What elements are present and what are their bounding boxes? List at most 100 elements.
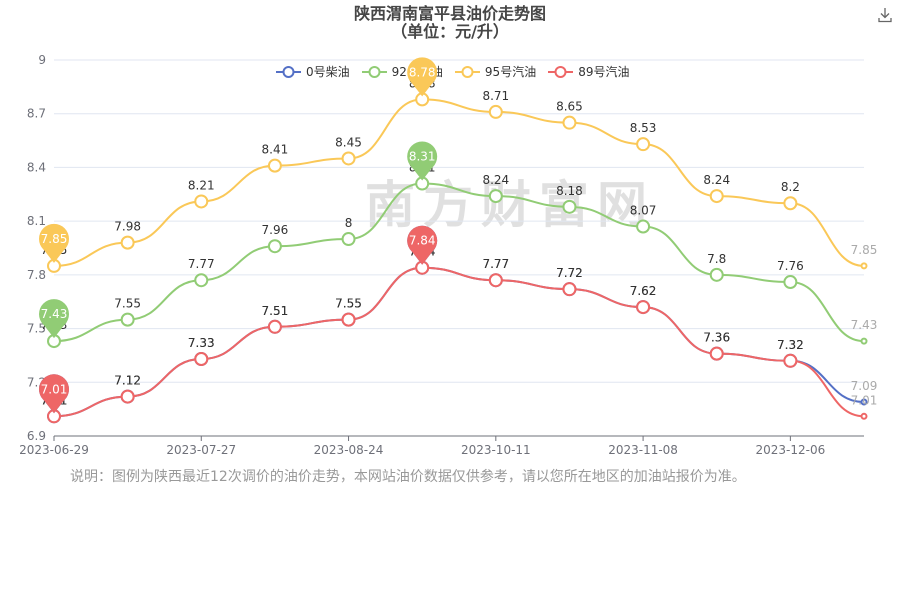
data-point[interactable]: [636, 137, 651, 152]
legend-marker-icon: [361, 65, 387, 78]
data-label: 7.98: [114, 220, 141, 234]
data-label: 7.55: [335, 297, 362, 311]
data-label: 8.07: [630, 204, 657, 218]
data-point[interactable]: [860, 412, 868, 420]
data-point[interactable]: [709, 189, 724, 204]
data-point[interactable]: [267, 158, 282, 173]
legend-marker-icon: [548, 65, 574, 78]
data-label: 7.32: [777, 338, 804, 352]
data-point[interactable]: [488, 189, 503, 204]
data-point[interactable]: [341, 151, 356, 166]
y-tick-label: 6.9: [27, 429, 46, 443]
min-pin: 7.01: [39, 374, 69, 414]
data-point[interactable]: [709, 346, 724, 361]
data-label: 7.33: [188, 336, 215, 350]
data-label: 7.62: [630, 284, 657, 298]
data-point[interactable]: [120, 389, 135, 404]
data-point[interactable]: [636, 219, 651, 234]
data-label: 7.85: [41, 243, 68, 257]
chart-subtitle: （单位：元/升）: [391, 22, 509, 41]
legend-label: 92号汽油: [391, 65, 443, 79]
download-icon[interactable]: [876, 6, 894, 24]
max-pin-head: [407, 225, 438, 256]
data-point[interactable]: [783, 353, 798, 368]
data-label: 7.32: [777, 338, 804, 352]
data-point[interactable]: [267, 319, 282, 334]
min-pin-head: [39, 374, 69, 405]
data-point[interactable]: [194, 352, 209, 367]
data-point[interactable]: [488, 273, 503, 288]
data-point[interactable]: [709, 267, 724, 282]
data-label: 7.33: [188, 336, 215, 350]
data-point[interactable]: [341, 312, 356, 327]
data-point[interactable]: [415, 260, 430, 275]
max-pin-tip: [411, 167, 433, 181]
data-point[interactable]: [341, 312, 356, 327]
y-tick-label: 8.7: [27, 107, 46, 121]
data-label: 7.77: [482, 257, 509, 271]
data-point[interactable]: [47, 334, 61, 349]
legend-item-3[interactable]: 89号汽油: [548, 63, 629, 80]
data-point[interactable]: [120, 312, 135, 327]
data-point[interactable]: [860, 398, 868, 406]
legend-item-0[interactable]: 0号柴油: [276, 63, 350, 80]
x-tick-label: 2023-12-06: [755, 443, 825, 457]
data-label: 7.01: [41, 393, 68, 407]
data-point[interactable]: [194, 352, 209, 367]
data-label: 7.72: [556, 266, 583, 280]
watermark-text: 南方财富网: [365, 176, 655, 234]
data-point[interactable]: [488, 104, 503, 119]
data-label: 8.21: [188, 178, 215, 192]
data-point[interactable]: [636, 300, 651, 315]
max-pin-tip: [411, 82, 433, 97]
chart-legend: 0号柴油 92号汽油 95号汽油 89号汽油: [276, 63, 641, 80]
data-label: 7.76: [777, 259, 804, 273]
data-point[interactable]: [783, 353, 798, 368]
data-point[interactable]: [860, 262, 868, 270]
data-point[interactable]: [194, 194, 209, 209]
data-point[interactable]: [194, 273, 209, 288]
y-tick-label: 7.8: [27, 268, 46, 282]
data-point[interactable]: [562, 199, 577, 214]
data-point[interactable]: [47, 409, 61, 424]
legend-item-1[interactable]: 92号汽油: [361, 63, 443, 80]
max-pin-tip: [411, 251, 433, 265]
data-point[interactable]: [341, 232, 356, 247]
series-line-0: [53, 266, 865, 418]
data-point[interactable]: [783, 275, 798, 290]
data-point[interactable]: [709, 346, 724, 361]
x-tick-label: 2023-07-27: [166, 443, 236, 457]
data-label: 8.53: [630, 121, 657, 135]
data-label: 7.77: [188, 257, 215, 271]
data-label: 7.84: [409, 245, 436, 259]
data-label: 7.51: [262, 304, 289, 318]
min-pin-label: 7.01: [41, 382, 68, 396]
data-point[interactable]: [860, 337, 868, 345]
data-point[interactable]: [415, 92, 430, 107]
data-point[interactable]: [562, 282, 577, 297]
data-point[interactable]: [47, 258, 61, 273]
data-point[interactable]: [267, 319, 282, 334]
min-pin-tip: [43, 324, 65, 339]
data-point[interactable]: [415, 260, 430, 275]
y-tick-label: 7.5: [27, 322, 46, 336]
data-point[interactable]: [120, 235, 135, 250]
data-point[interactable]: [47, 409, 61, 424]
max-pin-label: 8.31: [409, 150, 436, 164]
data-label: 7.12: [114, 374, 141, 388]
data-label: 8.2: [781, 180, 800, 194]
chart-title: 陕西渭南富平县油价走势图: [353, 4, 546, 23]
max-pin-tip: [411, 251, 433, 265]
legend-item-2[interactable]: 95号汽油: [454, 63, 537, 80]
data-point[interactable]: [783, 196, 798, 211]
data-point[interactable]: [562, 282, 577, 297]
legend-label: 95号汽油: [484, 65, 537, 79]
x-tick-label: 2023-06-29: [19, 443, 89, 457]
data-point[interactable]: [120, 389, 135, 404]
data-point[interactable]: [267, 239, 282, 254]
data-point[interactable]: [636, 300, 651, 315]
data-point[interactable]: [562, 115, 577, 130]
data-point[interactable]: [488, 273, 503, 288]
data-point[interactable]: [415, 176, 430, 191]
